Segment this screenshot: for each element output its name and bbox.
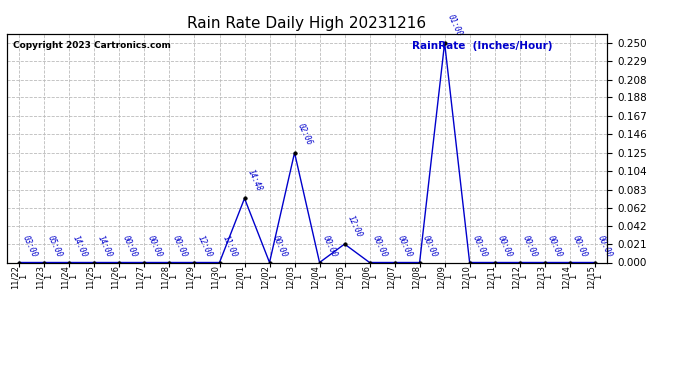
Text: 11/27
1: 11/27 1 <box>136 265 153 289</box>
Text: 00:00: 00:00 <box>371 234 389 258</box>
Text: 11/26
1: 11/26 1 <box>111 265 128 289</box>
Text: 11/29
1: 11/29 1 <box>186 265 203 289</box>
Text: 11/28
1: 11/28 1 <box>161 265 178 289</box>
Text: 00:00: 00:00 <box>396 234 414 258</box>
Text: RainRate  (Inches/Hour): RainRate (Inches/Hour) <box>412 40 553 51</box>
Text: 11/24
1: 11/24 1 <box>61 265 78 289</box>
Text: 12/12
1: 12/12 1 <box>511 265 528 289</box>
Text: 00:00: 00:00 <box>421 234 439 258</box>
Text: 14:48: 14:48 <box>246 168 264 193</box>
Text: 11:00: 11:00 <box>221 234 239 258</box>
Text: 00:00: 00:00 <box>271 234 289 258</box>
Text: 12/15
1: 12/15 1 <box>586 265 603 289</box>
Text: 12/01
1: 12/01 1 <box>236 265 253 289</box>
Text: 11/30
1: 11/30 1 <box>211 265 228 289</box>
Text: 14:00: 14:00 <box>71 234 89 258</box>
Text: 11/23
1: 11/23 1 <box>36 265 53 289</box>
Text: 00:00: 00:00 <box>121 234 139 258</box>
Text: 11/22
1: 11/22 1 <box>11 265 28 289</box>
Text: 00:00: 00:00 <box>596 234 614 258</box>
Text: 12/13
1: 12/13 1 <box>536 265 553 289</box>
Text: 00:00: 00:00 <box>571 234 589 258</box>
Text: 00:00: 00:00 <box>546 234 564 258</box>
Text: 11/25
1: 11/25 1 <box>86 265 103 289</box>
Text: 12/14
1: 12/14 1 <box>561 265 578 289</box>
Text: 02:06: 02:06 <box>296 122 314 147</box>
Text: 00:00: 00:00 <box>471 234 489 258</box>
Text: 12/04
1: 12/04 1 <box>311 265 328 289</box>
Text: 00:00: 00:00 <box>496 234 514 258</box>
Text: 12/10
1: 12/10 1 <box>461 265 478 289</box>
Text: 12/03
1: 12/03 1 <box>286 265 303 289</box>
Text: 12/09
1: 12/09 1 <box>436 265 453 289</box>
Text: 00:00: 00:00 <box>521 234 539 258</box>
Text: 12:00: 12:00 <box>346 214 364 238</box>
Text: 00:00: 00:00 <box>146 234 164 258</box>
Text: 14:00: 14:00 <box>96 234 114 258</box>
Text: 12/08
1: 12/08 1 <box>411 265 428 289</box>
Text: 00:00: 00:00 <box>171 234 189 258</box>
Text: 01:00: 01:00 <box>446 13 464 38</box>
Text: 00:00: 00:00 <box>321 234 339 258</box>
Text: 12/07
1: 12/07 1 <box>386 265 403 289</box>
Text: 12/05
1: 12/05 1 <box>336 265 353 289</box>
Text: 12/06
1: 12/06 1 <box>361 265 378 289</box>
Text: 03:00: 03:00 <box>21 234 39 258</box>
Text: 12:00: 12:00 <box>196 234 214 258</box>
Title: Rain Rate Daily High 20231216: Rain Rate Daily High 20231216 <box>188 16 426 31</box>
Text: 12/11
1: 12/11 1 <box>486 265 503 289</box>
Text: 05:00: 05:00 <box>46 234 63 258</box>
Text: Copyright 2023 Cartronics.com: Copyright 2023 Cartronics.com <box>13 40 171 50</box>
Text: 12/02
1: 12/02 1 <box>261 265 278 289</box>
